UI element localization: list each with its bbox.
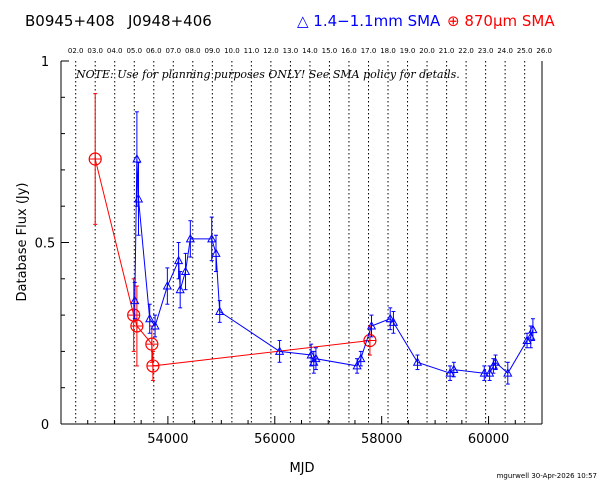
y-tick-label: 0.5 (35, 237, 56, 252)
credit-stamp: mgurwell 30-Apr-2026 10:57 (497, 472, 597, 480)
top-year-tick-label: 13.0 (283, 47, 299, 55)
data-point-triangle (388, 317, 399, 326)
top-year-tick-label: 14.0 (302, 47, 318, 55)
data-point-triangle (185, 233, 195, 243)
top-year-tick-label: 10.0 (224, 47, 240, 55)
data-point-circle-plus (130, 319, 144, 333)
data-point-triangle (366, 320, 377, 330)
x-tick-label: 54000 (147, 432, 188, 447)
top-year-tick-label: 19.0 (400, 47, 416, 55)
legend-red-prefix: ⊕ 870 (447, 12, 493, 30)
source-name-j2000: J0948+406 (127, 12, 212, 30)
top-year-tick-label: 24.0 (497, 47, 513, 55)
series-1mm (130, 111, 538, 385)
data-point-triangle (162, 281, 172, 290)
data-point-triangle (385, 313, 395, 323)
top-year-tick-label: 20.0 (419, 47, 435, 55)
series-870um (88, 93, 377, 381)
top-year-tick-label: 12.0 (263, 47, 279, 55)
data-point-triangle (133, 193, 144, 203)
data-point-triangle (528, 324, 538, 334)
top-year-tick-label: 08.0 (185, 47, 201, 55)
planning-note: NOTE: Use for planning purposes ONLY! Se… (75, 68, 460, 81)
legend-red-mu: μ (493, 12, 503, 30)
data-point-triangle (215, 306, 225, 315)
top-year-tick-label: 11.0 (244, 47, 260, 55)
top-year-axis: 02.0 03.0 04.0 05.0 06.0 07.0 08.0 09.0 10.0 11.0… (68, 47, 552, 55)
legend-red-suffix: m SMA (503, 12, 556, 30)
source-name-b1950: B0945+408 (25, 12, 115, 30)
top-year-tick-label: 23.0 (478, 47, 494, 55)
top-year-tick-label: 04.0 (107, 47, 123, 55)
data-point-triangle (130, 295, 140, 305)
top-year-tick-label: 06.0 (146, 47, 162, 55)
data-point-triangle (150, 320, 160, 330)
data-point-circle-plus (127, 308, 141, 322)
x-tick-label: 58000 (361, 432, 402, 447)
top-year-tick-label: 17.0 (361, 47, 377, 55)
series-connector-line (134, 158, 534, 374)
legend-blue-series: △ 1.4−1.1mm SMA (297, 12, 441, 30)
top-year-tick-label: 21.0 (439, 47, 455, 55)
data-point-triangle (274, 346, 285, 355)
data-point-triangle (145, 313, 155, 323)
top-year-tick-label: 26.0 (536, 47, 552, 55)
top-year-tick-label: 02.0 (68, 47, 84, 55)
data-point-triangle (180, 266, 191, 276)
x-tick-label: 60000 (468, 432, 509, 447)
data-point-circle-plus (146, 359, 160, 373)
data-point-triangle (173, 255, 184, 265)
top-year-tick-label: 18.0 (380, 47, 396, 55)
top-year-tick-label: 09.0 (205, 47, 221, 55)
data-point-triangle (211, 248, 221, 257)
data-point-triangle (479, 368, 489, 377)
data-point-triangle (207, 233, 217, 243)
data-point-triangle (132, 153, 142, 163)
top-year-tick-label: 07.0 (165, 47, 181, 55)
series-connector-line (94, 158, 370, 367)
top-year-tick-label: 22.0 (458, 47, 474, 55)
data-point-triangle (490, 357, 501, 366)
data-point-triangle (412, 357, 423, 366)
data-point-triangle (356, 353, 366, 363)
legend-red-series: ⊕ 870μm SMA (447, 12, 555, 30)
data-point-triangle (306, 349, 316, 359)
axes: 54000 56000 58000 60000 0 0.5 1 (35, 55, 543, 447)
top-year-tick-label: 16.0 (341, 47, 357, 55)
top-year-tick-label: 25.0 (517, 47, 533, 55)
data-point-triangle (311, 353, 321, 363)
data-point-circle-plus (145, 337, 159, 351)
data-point-circle-plus (88, 152, 102, 166)
y-tick-label: 0 (41, 418, 49, 433)
y-axis-label: Database Flux (Jy) (15, 183, 30, 302)
data-point-triangle (503, 368, 513, 377)
x-tick-label: 56000 (254, 432, 295, 447)
data-point-triangle (449, 364, 459, 374)
y-tick-label: 1 (41, 55, 49, 70)
data-point-triangle (175, 284, 185, 294)
top-year-tick-label: 03.0 (87, 47, 103, 55)
top-year-tick-label: 05.0 (126, 47, 142, 55)
x-axis-label: MJD (289, 461, 314, 476)
top-year-tick-label: 15.0 (322, 47, 338, 55)
